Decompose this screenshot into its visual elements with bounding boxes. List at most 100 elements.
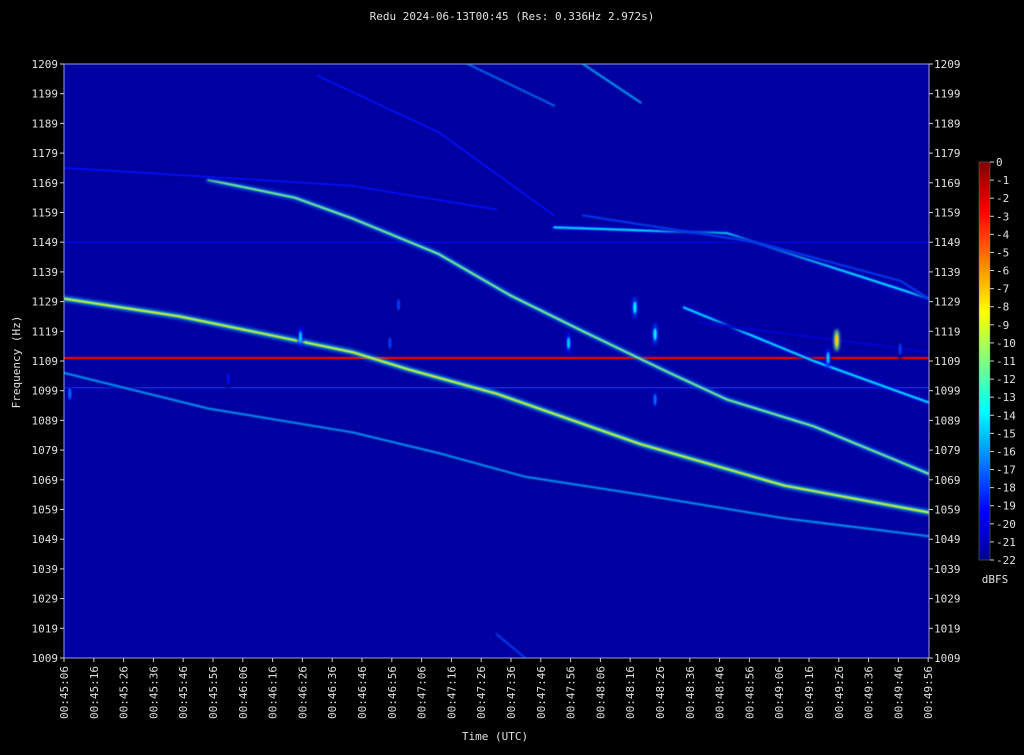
x-tick-label: 00:49:36	[863, 666, 876, 719]
colorbar-tick-label: -15	[996, 427, 1016, 440]
y-ticks-right: 1209 1199 1189 1179 1169 1159 1149 1139 1129 1119…	[929, 58, 961, 665]
colorbar-tick-label: -10	[996, 337, 1016, 350]
y-ticks-left: 1209 1199 1189 1179 1169 1159 1149 1139 1129 1119…	[32, 58, 64, 665]
x-tick-label: 00:47:36	[505, 666, 518, 719]
x-tick-label: 00:48:06	[594, 666, 607, 719]
burst-4	[566, 337, 571, 350]
x-tick-label: 00:48:36	[684, 666, 697, 719]
colorbar-tick-label: -16	[996, 445, 1016, 458]
y-tick-label-right: 1209	[934, 58, 961, 71]
burst-6	[653, 328, 657, 341]
y-tick-label-left: 1209	[32, 58, 59, 71]
burst-5	[633, 301, 637, 314]
y-tick-label-left: 1019	[32, 622, 59, 635]
x-tick-label: 00:45:26	[118, 666, 131, 719]
burst-8	[835, 334, 839, 347]
y-tick-label-right: 1089	[934, 414, 961, 427]
y-tick-label-right: 1019	[934, 622, 961, 635]
y-tick-label-left: 1059	[32, 504, 59, 517]
colorbar-ticks: 0 -1 -2 -3 -4 -5 -6 -7 -8 -9 -10 -11 -12 -13 -14 -15 -16…	[990, 156, 1016, 567]
y-tick-label-right: 1169	[934, 177, 961, 190]
burst-10	[898, 343, 902, 356]
x-tick-label: 00:46:56	[386, 666, 399, 719]
y-tick-label-right: 1129	[934, 296, 961, 309]
x-tick-label: 00:45:06	[58, 666, 71, 719]
x-tick-label: 00:48:56	[743, 666, 756, 719]
y-tick-label-left: 1039	[32, 563, 59, 576]
x-tick-label: 00:46:26	[296, 666, 309, 719]
y-tick-label-right: 1009	[934, 652, 961, 665]
x-tick-label: 00:49:06	[773, 666, 786, 719]
x-tick-label: 00:48:26	[654, 666, 667, 719]
colorbar-tick-label: -14	[996, 409, 1016, 422]
colorbar-tick-label: -2	[996, 192, 1009, 205]
colorbar-tick-label: -8	[996, 301, 1009, 314]
x-tick-label: 00:47:46	[535, 666, 548, 719]
x-tick-label: 00:46:36	[326, 666, 339, 719]
y-tick-label-left: 1089	[32, 414, 59, 427]
colorbar-tick-label: -3	[996, 210, 1009, 223]
trace-7	[316, 74, 556, 217]
trace-6	[466, 64, 556, 107]
y-axis-label: Frequency (Hz)	[10, 316, 23, 409]
colorbar-tick-label: -19	[996, 500, 1016, 513]
x-tick-label: 00:45:56	[207, 666, 220, 719]
x-tick-label: 00:45:36	[147, 666, 160, 719]
colorbar-tick-label: -4	[996, 228, 1010, 241]
trace-1	[64, 297, 929, 514]
x-tick-label: 00:47:26	[475, 666, 488, 719]
y-tick-label-left: 1169	[32, 177, 59, 190]
x-tick-label: 00:48:46	[714, 666, 727, 719]
colorbar-tick-label: -1	[996, 174, 1009, 187]
y-tick-label-right: 1139	[934, 266, 961, 279]
colorbar-tick-label: -13	[996, 391, 1016, 404]
y-tick-label-right: 1179	[934, 147, 961, 160]
x-axis-label: Time (UTC)	[462, 730, 528, 743]
y-tick-label-left: 1109	[32, 355, 59, 368]
colorbar-tick-label: -22	[996, 554, 1016, 567]
y-tick-label-right: 1049	[934, 533, 961, 546]
spectrogram-plot	[64, 64, 929, 658]
trace-11	[495, 633, 527, 658]
colorbar-tick-label: -20	[996, 518, 1016, 531]
trace-0	[207, 178, 929, 475]
burst-11	[68, 387, 72, 400]
x-tick-label: 00:48:16	[624, 666, 637, 719]
trace-8	[582, 64, 642, 104]
x-tick-label: 00:46:06	[237, 666, 250, 719]
y-tick-label-right: 1059	[934, 504, 961, 517]
x-tick-label: 00:47:06	[416, 666, 429, 719]
colorbar	[978, 161, 991, 561]
x-tick-label: 00:49:46	[892, 666, 905, 719]
y-tick-label-right: 1149	[934, 236, 961, 249]
colorbar-tick-label: -12	[996, 373, 1016, 386]
y-tick-label-left: 1119	[32, 325, 59, 338]
y-tick-label-left: 1029	[32, 593, 59, 606]
y-tick-label-left: 1079	[32, 444, 59, 457]
y-tick-label-left: 1189	[32, 117, 59, 130]
burst-0	[298, 331, 303, 344]
burst-1	[226, 372, 230, 385]
trace-10	[697, 321, 929, 354]
y-tick-label-right: 1189	[934, 117, 961, 130]
y-tick-label-right: 1079	[934, 444, 961, 457]
y-tick-label-left: 1139	[32, 266, 59, 279]
y-tick-label-left: 1129	[32, 296, 59, 309]
y-tick-label-right: 1039	[934, 563, 961, 576]
colorbar-tick-label: -7	[996, 283, 1009, 296]
trace-4	[553, 226, 929, 300]
trace-2	[64, 371, 929, 538]
y-tick-label-left: 1009	[32, 652, 59, 665]
y-tick-label-left: 1049	[32, 533, 59, 546]
colorbar-tick-label: -17	[996, 464, 1016, 477]
x-tick-label: 00:49:56	[922, 666, 935, 719]
x-tick-label: 00:46:16	[267, 666, 280, 719]
y-tick-label-left: 1069	[32, 474, 59, 487]
y-tick-label-right: 1159	[934, 207, 961, 220]
colorbar-tick-label: -5	[996, 246, 1009, 259]
x-ticks: 00:45:06 00:45:16 00:45:26 00:45:36 00:45:46…	[58, 658, 935, 719]
trace-5	[582, 214, 929, 300]
colorbar-tick-label: -6	[996, 265, 1009, 278]
x-tick-label: 00:45:46	[177, 666, 190, 719]
